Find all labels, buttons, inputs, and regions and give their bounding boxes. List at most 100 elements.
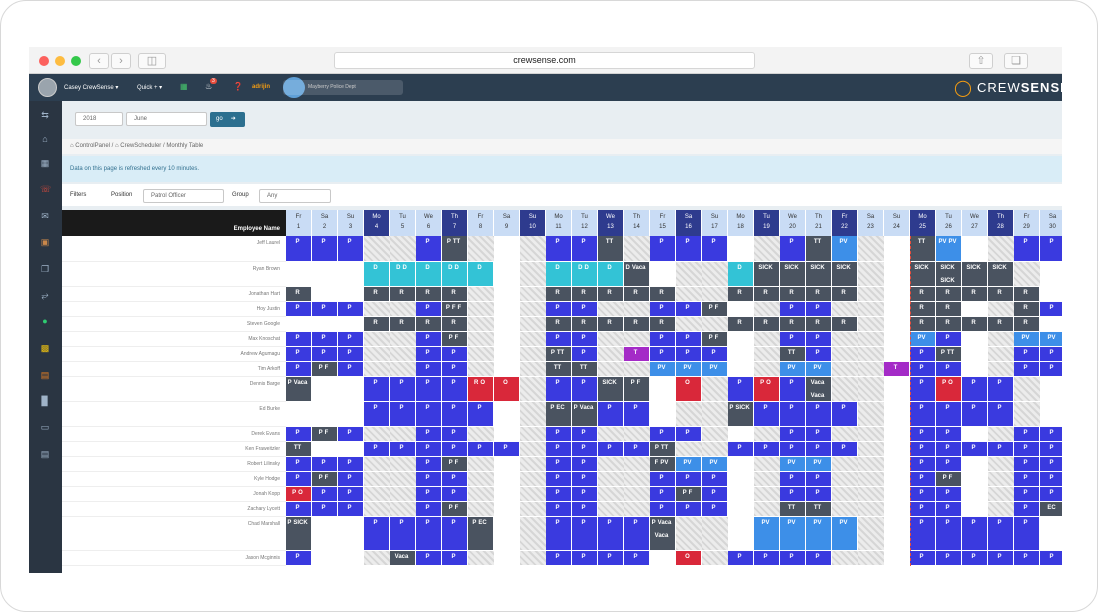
shift-cell[interactable] bbox=[468, 236, 494, 261]
shift-cell[interactable]: P bbox=[286, 457, 312, 471]
shift-cell[interactable]: PV bbox=[910, 332, 936, 346]
shift-cell[interactable] bbox=[312, 377, 338, 401]
shift-cell[interactable] bbox=[884, 347, 910, 361]
shift-cell[interactable] bbox=[624, 236, 650, 261]
shift-cell[interactable] bbox=[858, 402, 884, 426]
shift-cell[interactable]: P bbox=[572, 551, 598, 565]
shift-cell[interactable]: P bbox=[780, 427, 806, 441]
shift-cell[interactable]: P bbox=[442, 442, 468, 456]
shift-cell[interactable] bbox=[676, 442, 702, 456]
tabs-icon[interactable]: ❏ bbox=[1004, 53, 1028, 69]
shift-cell[interactable] bbox=[702, 427, 728, 441]
shift-cell[interactable] bbox=[884, 457, 910, 471]
shift-cell[interactable]: R bbox=[754, 287, 780, 301]
shift-cell[interactable]: P bbox=[1014, 362, 1040, 376]
shift-cell[interactable] bbox=[988, 332, 1014, 346]
shift-cell[interactable]: D bbox=[364, 262, 390, 286]
shift-cell[interactable]: P bbox=[442, 362, 468, 376]
shift-cell[interactable] bbox=[520, 442, 546, 456]
employee-name[interactable]: Jason Mcginnis bbox=[62, 551, 286, 566]
shift-cell[interactable] bbox=[884, 502, 910, 516]
shift-cell[interactable] bbox=[624, 302, 650, 316]
shift-cell[interactable] bbox=[754, 457, 780, 471]
shift-cell[interactable]: P bbox=[650, 472, 676, 486]
shift-cell[interactable] bbox=[702, 377, 728, 401]
shift-cell[interactable]: P bbox=[364, 517, 390, 550]
shift-cell[interactable] bbox=[962, 502, 988, 516]
shift-cell[interactable]: TT bbox=[910, 236, 936, 261]
shift-cell[interactable]: P bbox=[806, 347, 832, 361]
shift-cell[interactable] bbox=[312, 317, 338, 331]
shift-cell[interactable]: P bbox=[780, 236, 806, 261]
shift-cell[interactable]: P bbox=[1014, 347, 1040, 361]
shift-cell[interactable]: P bbox=[728, 442, 754, 456]
shift-cell[interactable] bbox=[624, 472, 650, 486]
shift-cell[interactable]: P bbox=[624, 517, 650, 550]
shift-cell[interactable]: R bbox=[806, 287, 832, 301]
shift-cell[interactable]: P bbox=[286, 362, 312, 376]
shift-cell[interactable] bbox=[494, 457, 520, 471]
shift-cell[interactable]: R bbox=[936, 287, 962, 301]
phone-icon[interactable]: ☏ bbox=[40, 184, 52, 194]
shift-cell[interactable] bbox=[858, 317, 884, 331]
shift-cell[interactable]: P bbox=[910, 362, 936, 376]
shift-cell[interactable] bbox=[598, 302, 624, 316]
shift-cell[interactable]: P bbox=[546, 487, 572, 501]
shift-cell[interactable]: P bbox=[780, 302, 806, 316]
shift-cell[interactable]: P bbox=[546, 302, 572, 316]
shift-cell[interactable] bbox=[364, 302, 390, 316]
breadcrumb-crewscheduler[interactable]: CrewScheduler bbox=[120, 143, 162, 149]
shift-cell[interactable]: PV bbox=[1040, 332, 1062, 346]
shift-cell[interactable] bbox=[364, 236, 390, 261]
shift-cell[interactable] bbox=[364, 347, 390, 361]
shift-cell[interactable] bbox=[624, 502, 650, 516]
shift-cell[interactable] bbox=[832, 472, 858, 486]
shift-cell[interactable] bbox=[650, 402, 676, 426]
shift-cell[interactable] bbox=[390, 302, 416, 316]
shift-cell[interactable] bbox=[884, 236, 910, 261]
shift-cell[interactable]: P bbox=[832, 402, 858, 426]
shift-cell[interactable] bbox=[832, 551, 858, 565]
shift-cell[interactable]: O bbox=[494, 377, 520, 401]
shift-cell[interactable] bbox=[598, 472, 624, 486]
shift-cell[interactable]: TT bbox=[546, 362, 572, 376]
shift-cell[interactable] bbox=[702, 262, 728, 286]
employee-name[interactable]: Ed Burke bbox=[62, 402, 286, 427]
shift-cell[interactable] bbox=[494, 502, 520, 516]
shift-cell[interactable]: P bbox=[338, 457, 364, 471]
shift-cell[interactable]: P bbox=[1014, 487, 1040, 501]
shift-cell[interactable]: R bbox=[416, 287, 442, 301]
shift-cell[interactable]: R bbox=[936, 302, 962, 316]
calendar-icon[interactable]: ▦ bbox=[40, 158, 50, 168]
shift-cell[interactable] bbox=[728, 332, 754, 346]
shift-cell[interactable]: P bbox=[910, 442, 936, 456]
shift-cell[interactable] bbox=[494, 287, 520, 301]
shift-cell[interactable]: P bbox=[338, 502, 364, 516]
shift-cell[interactable]: TT bbox=[806, 236, 832, 261]
shift-cell[interactable]: P bbox=[338, 427, 364, 441]
shift-cell[interactable]: P bbox=[598, 442, 624, 456]
shift-cell[interactable]: PV bbox=[1014, 332, 1040, 346]
shift-cell[interactable] bbox=[338, 517, 364, 550]
shift-cell[interactable]: P bbox=[650, 236, 676, 261]
shuffle-icon[interactable]: ⥂ bbox=[41, 290, 49, 300]
shift-cell[interactable] bbox=[520, 332, 546, 346]
shift-cell[interactable]: P bbox=[962, 377, 988, 401]
shift-cell[interactable] bbox=[832, 332, 858, 346]
shift-cell[interactable]: F PV bbox=[650, 457, 676, 471]
shift-cell[interactable]: P bbox=[572, 457, 598, 471]
shift-cell[interactable]: P bbox=[1040, 551, 1062, 565]
shift-cell[interactable] bbox=[286, 317, 312, 331]
shift-cell[interactable] bbox=[884, 487, 910, 501]
shift-cell[interactable]: P bbox=[676, 427, 702, 441]
shift-cell[interactable]: PV bbox=[676, 362, 702, 376]
shift-cell[interactable] bbox=[884, 287, 910, 301]
shift-cell[interactable] bbox=[858, 472, 884, 486]
shift-cell[interactable]: PV bbox=[650, 362, 676, 376]
shift-cell[interactable] bbox=[702, 402, 728, 426]
shift-cell[interactable]: P bbox=[1014, 551, 1040, 565]
